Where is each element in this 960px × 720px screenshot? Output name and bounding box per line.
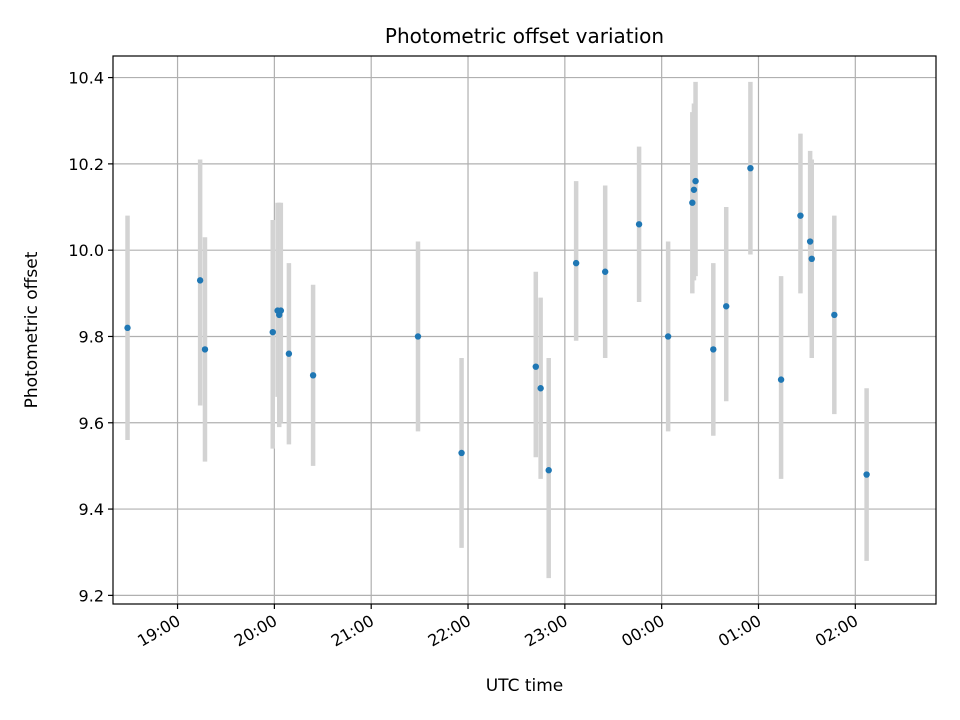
y-axis-label: Photometric offset	[22, 251, 42, 408]
data-point	[458, 449, 465, 457]
x-axis-label: UTC time	[486, 676, 564, 696]
data-point	[723, 303, 730, 310]
data-point	[777, 376, 785, 383]
data-point	[601, 268, 609, 275]
y-axis: 9.2 9.4 9.6 9.8 10.0 10.2 10.4	[68, 69, 113, 605]
data-point	[414, 333, 422, 340]
data-point	[747, 164, 754, 172]
data-point	[635, 221, 643, 228]
data-point	[124, 324, 131, 332]
data-point	[532, 363, 539, 370]
data-point	[196, 277, 204, 284]
data-point	[277, 307, 285, 314]
y-tick-label: 9.4	[79, 500, 104, 519]
grid	[113, 56, 936, 604]
data-point	[806, 238, 814, 245]
data-point	[664, 333, 672, 340]
data-point	[285, 350, 293, 357]
y-tick-label: 9.2	[79, 586, 104, 605]
data-point	[863, 471, 870, 478]
data-point	[545, 467, 552, 474]
data-point	[831, 311, 838, 319]
data-point	[309, 372, 317, 379]
y-tick-label: 10.0	[68, 241, 104, 260]
data-point	[797, 212, 804, 219]
y-tick-label: 10.2	[68, 155, 104, 174]
y-tick-label: 10.4	[68, 69, 104, 88]
data-point	[269, 328, 276, 336]
data-point	[690, 186, 698, 193]
data-points	[124, 164, 870, 478]
y-tick-label: 9.6	[79, 414, 104, 433]
plot-area-frame	[112, 55, 937, 605]
y-tick-label: 9.8	[79, 327, 104, 346]
data-point	[689, 199, 696, 206]
data-point	[692, 177, 699, 185]
data-point	[572, 259, 580, 267]
data-point	[710, 346, 717, 353]
data-point	[201, 346, 209, 353]
chart-title: Photometric offset variation	[385, 24, 664, 48]
data-point	[808, 255, 815, 263]
data-point	[537, 385, 544, 392]
